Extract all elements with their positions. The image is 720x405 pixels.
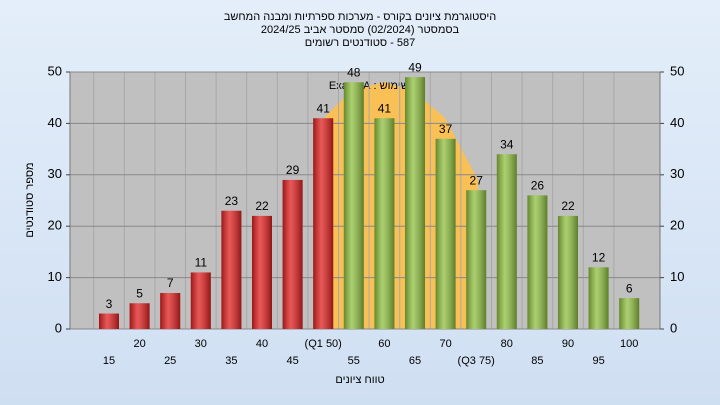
value-label: 22 — [561, 199, 575, 213]
x-tick-label: (Q3 75) — [458, 355, 495, 367]
y-tick-label: 0 — [55, 320, 62, 335]
y-axis-label: מספר סטודנטים — [24, 162, 36, 237]
x-tick-label: 45 — [286, 355, 298, 367]
y-tick-label: 50 — [48, 63, 62, 78]
bar-shading — [190, 272, 211, 329]
bar-shading — [221, 210, 242, 329]
value-label: 27 — [470, 173, 484, 187]
bar-shading — [160, 293, 181, 329]
title-line: היסטוגרמת ציונים בקורס - מערכות ספרתיות … — [224, 11, 496, 23]
value-label: 37 — [439, 122, 453, 136]
bar-shading — [558, 215, 578, 329]
value-label: 5 — [136, 286, 143, 300]
bar-shading — [588, 267, 609, 329]
value-label: 49 — [408, 60, 422, 74]
x-axis-label: טווח ציונים — [335, 374, 384, 386]
x-tick-label: 80 — [501, 338, 513, 350]
y2-tick-label: 10 — [670, 269, 684, 284]
bar-shading — [99, 313, 119, 329]
bar-shading — [466, 190, 487, 329]
value-label: 48 — [347, 65, 361, 79]
x-tick-label: 85 — [531, 355, 543, 367]
value-label: 34 — [500, 137, 514, 151]
x-tick-label: 100 — [620, 338, 638, 350]
y-tick-label: 30 — [48, 166, 62, 181]
x-tick-label: 15 — [103, 355, 115, 367]
y2-tick-label: 40 — [670, 115, 684, 130]
x-tick-label: 35 — [225, 355, 237, 367]
value-label: 29 — [286, 163, 300, 177]
y-tick-label: 10 — [48, 269, 62, 284]
x-tick-label: 25 — [164, 355, 176, 367]
value-label: 11 — [195, 256, 208, 270]
value-label: 22 — [255, 199, 269, 213]
value-label: 41 — [317, 101, 331, 115]
bar-shading — [129, 303, 150, 329]
bar-shading — [343, 82, 364, 329]
x-tick-label: 20 — [133, 338, 145, 350]
bar-shading — [252, 215, 272, 329]
value-label: 7 — [167, 276, 174, 290]
x-tick-label: 60 — [378, 338, 390, 350]
y2-tick-label: 50 — [670, 63, 684, 78]
bar-shading — [374, 118, 395, 329]
bar-shading — [282, 179, 303, 329]
annotation: בשימוש : Exam_A — [329, 80, 416, 92]
bar-shading — [405, 77, 425, 329]
y-tick-label: 40 — [48, 115, 62, 130]
bar-shading — [619, 298, 640, 329]
x-tick-label: 70 — [439, 338, 451, 350]
bar-shading — [496, 154, 517, 329]
x-tick-label: 65 — [409, 355, 421, 367]
y2-tick-label: 30 — [670, 166, 684, 181]
title-line: 587 - סטודנטים רשומים — [305, 37, 416, 49]
value-label: 3 — [106, 297, 113, 311]
x-tick-label: 40 — [256, 338, 268, 350]
bar-shading — [527, 195, 548, 329]
y-tick-label: 20 — [48, 218, 62, 233]
y2-tick-label: 0 — [670, 320, 677, 335]
title-line: בסמסטר (02/2024) סמסטר אביב 2024/25 — [261, 24, 460, 36]
x-tick-label: 95 — [592, 355, 604, 367]
y2-tick-label: 20 — [670, 218, 684, 233]
bar-shading — [435, 138, 456, 329]
x-tick-label: 90 — [562, 338, 574, 350]
value-label: 41 — [378, 101, 392, 115]
x-tick-label: (Q1 50) — [305, 338, 342, 350]
x-tick-label: 55 — [348, 355, 360, 367]
value-label: 12 — [592, 250, 606, 264]
x-tick-label: 30 — [195, 338, 207, 350]
value-label: 23 — [225, 194, 239, 208]
value-label: 6 — [626, 281, 633, 295]
value-label: 26 — [531, 179, 545, 193]
bar-shading — [313, 118, 334, 329]
